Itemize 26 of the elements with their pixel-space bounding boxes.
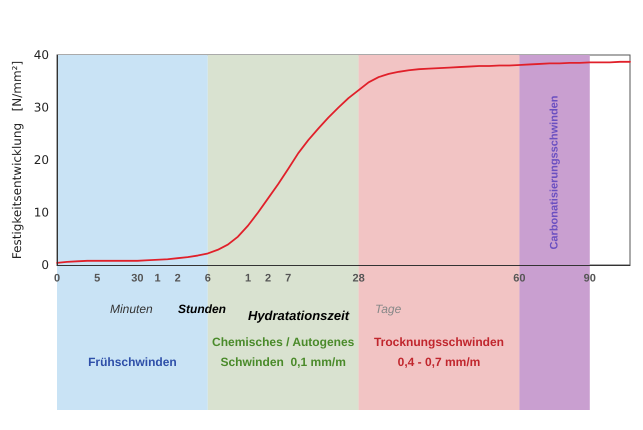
- y-tick-label: 10: [34, 206, 49, 220]
- x-axis-title: Hydratationszeit: [248, 308, 350, 323]
- x-tick-label: 1: [154, 272, 161, 284]
- y-tick-label: 0: [41, 258, 49, 272]
- x-tick-label: 30: [131, 272, 144, 284]
- x-tick-label: 0: [54, 272, 60, 284]
- y-axis-title: Festigkeitsentwicklung [N/mm²]: [10, 60, 24, 260]
- text: Stunden: [178, 302, 226, 316]
- text: Minuten: [110, 302, 154, 316]
- band-label: Carbonatisierungsschwinden: [548, 95, 561, 250]
- x-tick-label: 90: [584, 272, 596, 284]
- band-label: Trocknungsschwinden 0,4 - 0,7 mm/m: [374, 335, 504, 369]
- x-tick-label: 7: [285, 272, 292, 284]
- band-label: Chemisches / Autogenes Schwinden 0,1 mm/m: [212, 335, 355, 369]
- x-tick-label: 28: [352, 272, 365, 284]
- y-tick-label: 40: [34, 48, 49, 62]
- x-tick-label: 2: [265, 272, 272, 284]
- x-tick-label: 1: [244, 272, 252, 284]
- x-tick-label: 5: [94, 272, 100, 284]
- text: Tage: [375, 302, 402, 316]
- band-label: Frühschwinden: [88, 355, 177, 369]
- y-tick-label: 20: [34, 153, 49, 167]
- x-tick-label: 60: [513, 272, 526, 284]
- x-tick-label: 6: [204, 272, 211, 284]
- y-tick-label: 30: [34, 100, 49, 114]
- x-tick-label: 2: [174, 272, 181, 284]
